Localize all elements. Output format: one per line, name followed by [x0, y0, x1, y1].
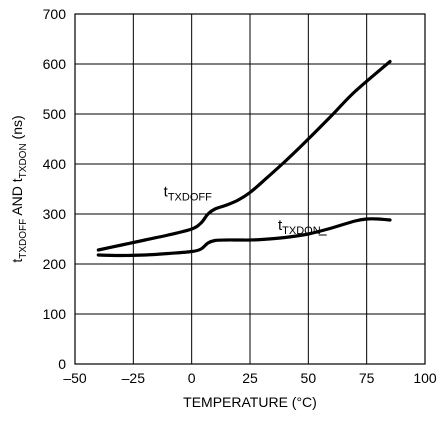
x-tick-label: 75: [359, 370, 375, 386]
y-tick-label: 0: [58, 356, 66, 372]
plot-frame: [74, 13, 426, 365]
x-tick-label: –50: [63, 370, 87, 386]
x-tick-label: 100: [413, 370, 437, 386]
series-layer: [96, 59, 392, 258]
y-tick-label: 100: [43, 306, 67, 322]
series-labels: tTXDOFF tTXDON: [164, 184, 327, 237]
series-label-ttxdon: tTXDON: [278, 217, 321, 237]
series-line-ttxdon: [96, 217, 392, 258]
y-tick-label: 300: [43, 206, 67, 222]
y-tick-label: 400: [43, 156, 67, 172]
y-axis-label: tTXDOFF AND tTXDON (ns): [9, 115, 29, 262]
x-tick-label: 50: [301, 370, 317, 386]
y-tick-label: 600: [43, 56, 67, 72]
series-line-ttxdoff: [96, 59, 392, 252]
x-tick-labels: –50 –25 0 25 50 75 100: [63, 370, 437, 386]
x-axis-label: TEMPERATURE (°C): [183, 394, 317, 410]
y-tick-label: 200: [43, 256, 67, 272]
x-tick-label: –25: [122, 370, 146, 386]
y-tick-label: 500: [43, 106, 67, 122]
x-tick-label: 25: [242, 370, 258, 386]
y-tick-labels: 0 100 200 300 400 500 600 700: [43, 6, 67, 372]
y-tick-label: 700: [43, 6, 67, 22]
x-tick-label: 0: [188, 370, 196, 386]
series-label-ttxdoff: tTXDOFF: [164, 184, 212, 204]
grid: [75, 14, 425, 364]
